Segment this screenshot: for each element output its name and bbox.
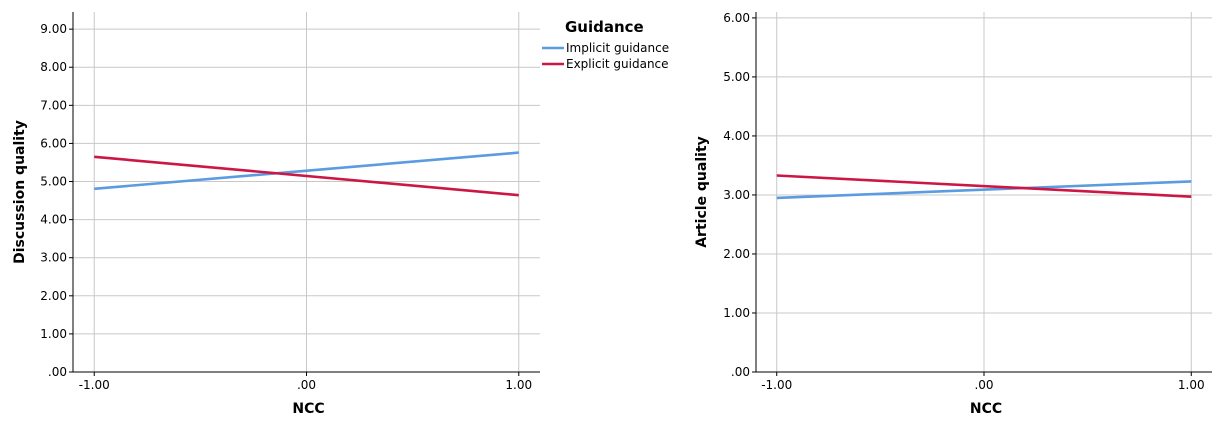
discussion-ytick-label-0: .00: [48, 365, 67, 379]
discussion-xtick-label-2: 1.00: [505, 378, 532, 392]
discussion-xtick-label-0: -1.00: [79, 378, 110, 392]
discussion-quality-chart: .00 1.00 2.00 3.00 4.00 5.00 6.00 7.00 8.00 9.00 -…: [12, 12, 540, 417]
article-ytick-label-2: 2.00: [723, 247, 750, 261]
discussion-ytick-label-1: 1.00: [40, 327, 67, 341]
legend-title: Guidance: [565, 18, 644, 36]
discussion-series-explicit-line: [94, 155, 519, 197]
article-quality-chart: .00 1.00 2.00 3.00 4.00 5.00 6.00 -1.00 .00 1.00 N…: [694, 11, 1212, 417]
discussion-ytick-label-6: 6.00: [40, 136, 67, 150]
article-ytick-label-5: 5.00: [723, 70, 750, 84]
article-y-axis-label: Article quality: [694, 136, 710, 248]
discussion-series-implicit-line: [94, 151, 519, 191]
discussion-x-axis-label: NCC: [292, 401, 324, 417]
legend: Guidance Implicit guidance Explicit guid…: [542, 18, 669, 71]
article-ytick-label-3: 3.00: [723, 188, 750, 202]
article-x-axis-label: NCC: [970, 401, 1002, 417]
discussion-xtick-label-1: .00: [297, 378, 316, 392]
article-series-explicit-line: [776, 174, 1192, 198]
discussion-ytick-label-4: 4.00: [40, 213, 67, 227]
legend-label-explicit: Explicit guidance: [566, 57, 669, 71]
discussion-ytick-label-3: 3.00: [40, 251, 67, 265]
legend-label-implicit: Implicit guidance: [566, 41, 669, 55]
discussion-ytick-label-9: 9.00: [40, 22, 67, 36]
discussion-ytick-label-5: 5.00: [40, 175, 67, 189]
article-ytick-label-6: 6.00: [723, 11, 750, 25]
article-xtick-label-2: 1.00: [1178, 378, 1205, 392]
discussion-ytick-label-7: 7.00: [40, 98, 67, 112]
discussion-ytick-label-2: 2.00: [40, 289, 67, 303]
article-ytick-label-0: .00: [731, 365, 750, 379]
article-ytick-label-4: 4.00: [723, 129, 750, 143]
article-xtick-label-1: .00: [974, 378, 993, 392]
article-ytick-label-1: 1.00: [723, 306, 750, 320]
discussion-ytick-label-8: 8.00: [40, 60, 67, 74]
discussion-y-axis-label: Discussion quality: [12, 120, 28, 264]
article-xtick-label-0: -1.00: [761, 378, 792, 392]
article-series-implicit-line: [776, 180, 1192, 200]
